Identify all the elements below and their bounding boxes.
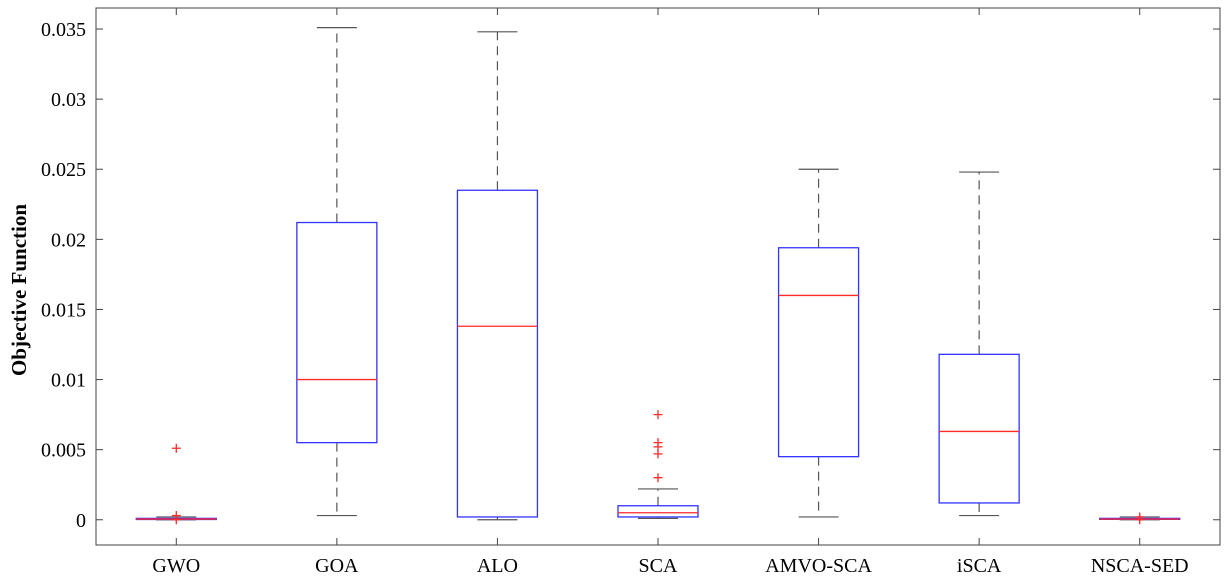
y-tick-label: 0.01 xyxy=(51,370,86,392)
y-tick-label: 0.025 xyxy=(41,159,86,181)
box-gwo xyxy=(135,443,217,525)
y-tick-label: 0.02 xyxy=(51,229,86,251)
iqr-box xyxy=(777,247,860,458)
y-tick-label: 0.005 xyxy=(41,440,86,462)
boxes xyxy=(135,27,1181,525)
iqr-box xyxy=(456,189,539,518)
iqr-box xyxy=(938,353,1020,504)
outlier-marker xyxy=(653,473,663,483)
box-nsca-sed xyxy=(1099,512,1181,525)
outlier-marker xyxy=(653,438,663,448)
y-axis-title: Objective Function xyxy=(7,204,31,376)
iqr-box xyxy=(296,221,378,444)
y-tick-label: 0 xyxy=(76,510,86,532)
x-category-label: SCA xyxy=(639,555,678,577)
y-tick-label: 0.015 xyxy=(41,299,86,321)
box-goa xyxy=(296,27,378,517)
outlier-marker xyxy=(653,410,663,420)
outlier-marker xyxy=(171,443,181,453)
box-amvo-sca xyxy=(777,168,860,518)
box-isca xyxy=(938,171,1020,517)
x-category-label: iSCA xyxy=(957,555,1002,577)
x-category-label: NSCA-SED xyxy=(1091,555,1189,577)
outlier-marker xyxy=(171,515,181,525)
axes: 0 0.005 0.01 0.015 0.02 0.025 0.03 0.035 GWO GOA A… xyxy=(41,7,1221,577)
x-category-label: ALO xyxy=(477,555,518,577)
x-category-label: GWO xyxy=(152,555,200,577)
x-category-label: AMVO-SCA xyxy=(765,555,872,577)
x-category-label: GOA xyxy=(315,555,359,577)
outlier-marker xyxy=(1135,515,1145,525)
box-alo xyxy=(456,31,539,521)
y-tick-label: 0.035 xyxy=(41,19,86,41)
y-tick-label: 0.03 xyxy=(51,89,86,111)
plot-frame xyxy=(95,7,1221,546)
iqr-box xyxy=(617,505,699,518)
box-sca xyxy=(617,410,699,519)
